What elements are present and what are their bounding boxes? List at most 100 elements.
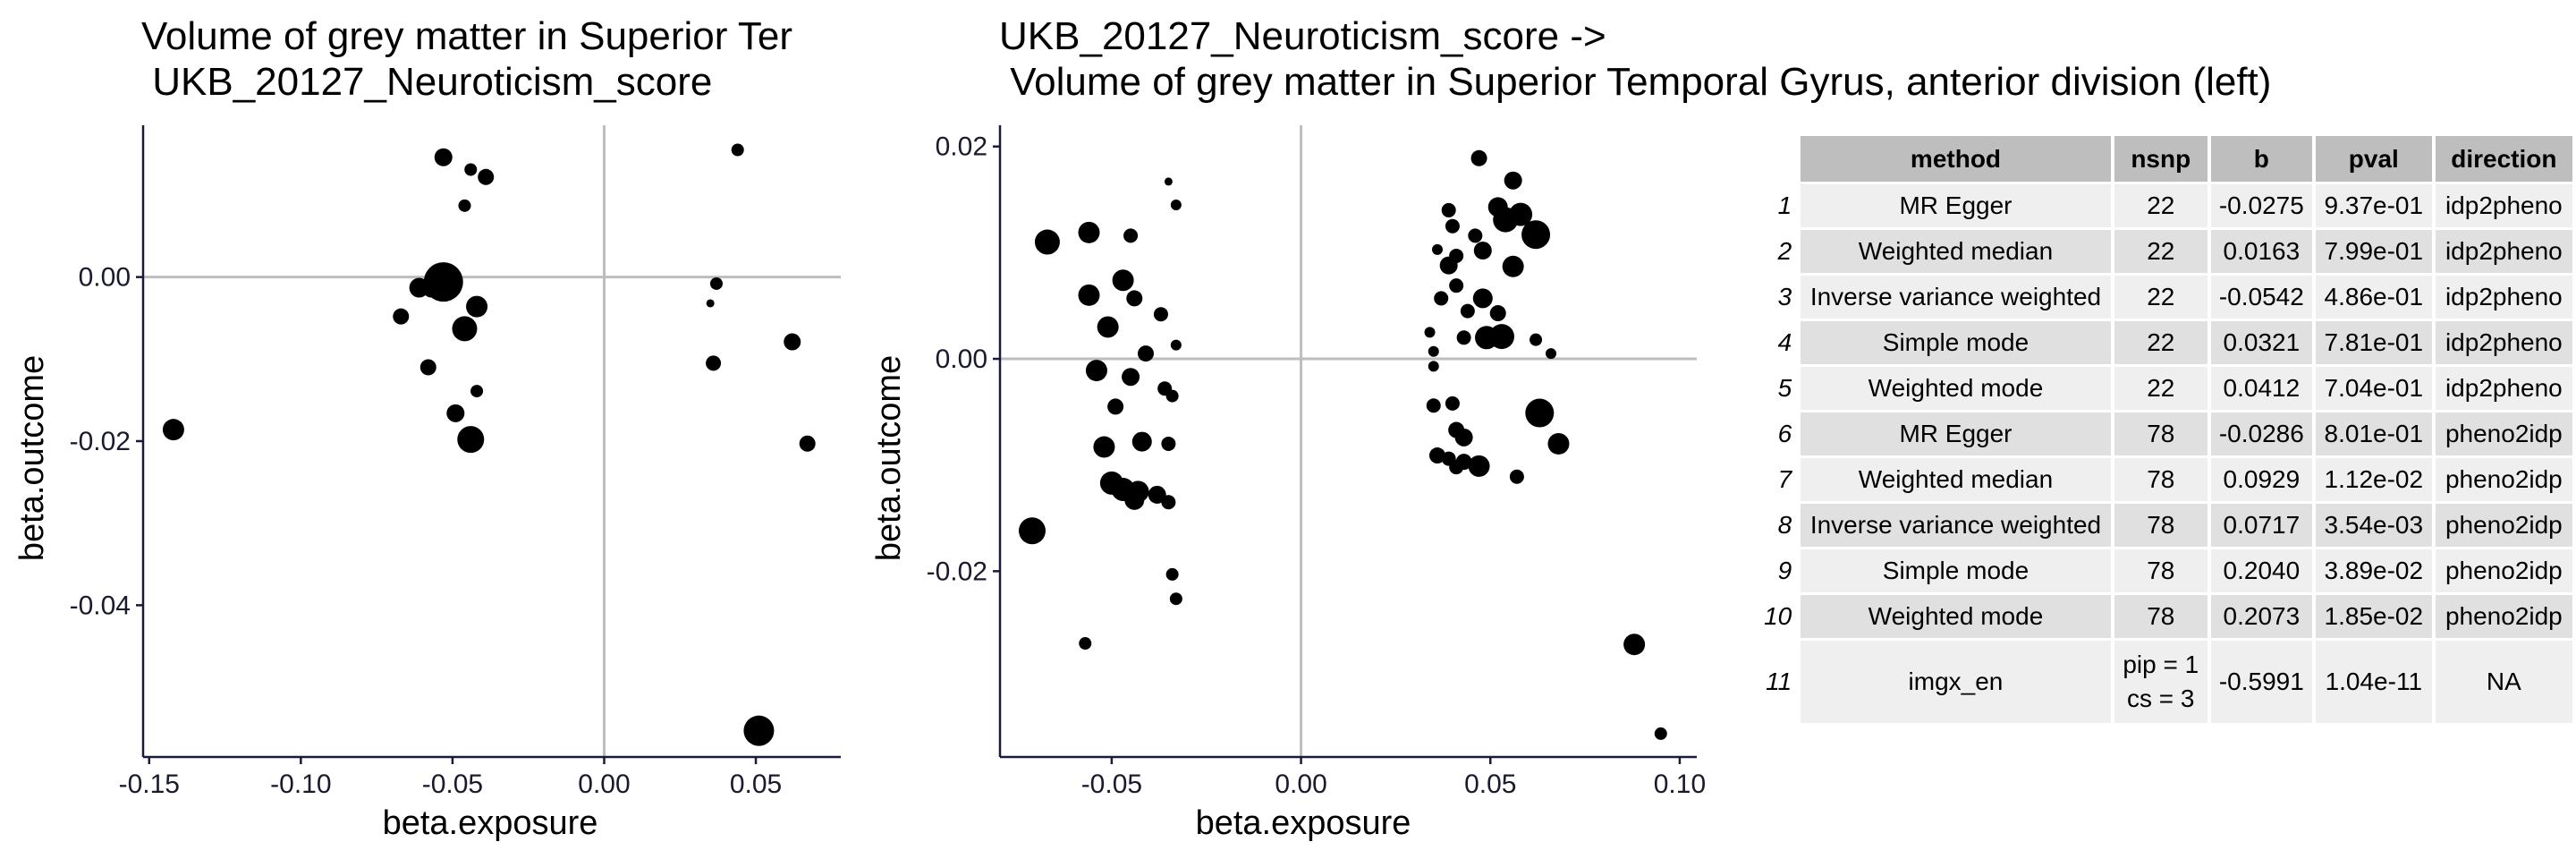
mr-results-table: method nsnp b pval direction 1 MR Egger 22…	[1758, 136, 2576, 726]
cell-pval: 8.01e-01	[2313, 411, 2436, 458]
plot-2-point	[1473, 242, 1492, 260]
plot-2-y-tick-label: 0.02	[936, 132, 987, 162]
plot-2-point	[1161, 495, 1176, 510]
plot-2-point	[1153, 307, 1168, 322]
cell-b: -0.5991	[2208, 639, 2316, 726]
plot-2-point	[1165, 567, 1179, 581]
plot-1-point	[470, 385, 484, 398]
plot-2-point	[1137, 345, 1154, 362]
row-number: 6	[1758, 411, 1801, 458]
table-row: 10 Weighted mode 78 0.2073 1.85e-02 pheno2idp	[1758, 593, 2576, 641]
cell-pval: 1.04e-11	[2313, 639, 2436, 726]
plot-2-point	[1441, 202, 1456, 217]
plot-1-x-tick-label: 0.00	[578, 770, 630, 799]
plot-1-point	[458, 199, 471, 212]
plot-2-point	[1509, 469, 1524, 484]
cell-pval: 3.89e-02	[2313, 548, 2436, 595]
cell-pval: 9.37e-01	[2313, 183, 2436, 230]
cell-method: imgx_en	[1799, 639, 2114, 726]
cell-pval: 7.81e-01	[2313, 319, 2436, 367]
plot-1-y-tick-label: -0.02	[70, 427, 131, 456]
plot-2-point	[1455, 454, 1472, 471]
plot-2-point	[1123, 228, 1139, 243]
cell-method: Weighted mode	[1799, 593, 2114, 641]
table-corner	[1758, 136, 1801, 184]
plot-2-point	[1509, 202, 1533, 226]
cell-method: Inverse variance weighted	[1799, 274, 2114, 321]
table-row: 2 Weighted median 22 0.0163 7.99e-01 idp2phen…	[1758, 228, 2576, 276]
plot-1-point	[434, 148, 453, 166]
table-row: 7 Weighted median 78 0.0929 1.12e-02 pheno2id…	[1758, 456, 2576, 504]
plot-1-x-tick-label: -0.15	[119, 770, 180, 799]
plot-2-title-line-2: Volume of grey matter in Superior Tempor…	[999, 60, 2271, 104]
nsnp-line: 78	[2147, 557, 2175, 584]
row-number: 3	[1758, 274, 1801, 321]
plot-1-point	[393, 308, 410, 325]
cell-method: Simple mode	[1799, 319, 2114, 367]
cell-method: Simple mode	[1799, 548, 2114, 595]
plot-2-point	[1470, 149, 1487, 166]
plot-2-point	[1097, 316, 1119, 338]
cell-direction: idp2pheno	[2433, 228, 2576, 276]
plot-1-point	[452, 316, 478, 342]
plot-1-point	[464, 163, 478, 176]
plot-2-point	[1079, 637, 1092, 651]
cell-direction: pheno2idp	[2433, 411, 2576, 458]
nsnp-line: cs = 3	[2127, 685, 2195, 712]
nsnp-line: 22	[2147, 237, 2175, 265]
cell-nsnp: 22	[2112, 228, 2211, 276]
cell-pval: 3.54e-03	[2313, 502, 2436, 549]
cell-b: -0.0286	[2208, 411, 2316, 458]
cell-pval: 4.86e-01	[2313, 274, 2436, 321]
plot-1-y-axis-label: beta.outcome	[13, 355, 51, 561]
column-header-direction: direction	[2433, 136, 2576, 184]
cell-nsnp: 22	[2112, 365, 2211, 412]
cell-pval: 7.04e-01	[2313, 365, 2436, 412]
plot-1-point	[709, 276, 723, 290]
cell-method: Inverse variance weighted	[1799, 502, 2114, 549]
cell-b: 0.0412	[2208, 365, 2316, 412]
cell-pval: 1.85e-02	[2313, 593, 2436, 641]
table-header-row: method nsnp b pval direction	[1758, 136, 2576, 184]
table-row: 9 Simple mode 78 0.2040 3.89e-02 pheno2idp	[1758, 548, 2576, 595]
plot-1-point	[457, 426, 485, 454]
plot-2-point	[1502, 255, 1524, 277]
plot-2-point	[1530, 333, 1543, 346]
table-row: 4 Simple mode 22 0.0321 7.81e-01 idp2pheno	[1758, 319, 2576, 367]
plot-2-point	[1445, 218, 1460, 234]
plot-1-point	[706, 299, 715, 308]
plot-1-x-tick-label: 0.05	[730, 770, 782, 799]
plot-2-point	[1521, 220, 1551, 250]
nsnp-line: 78	[2147, 420, 2175, 447]
plot-2-point	[1623, 634, 1646, 656]
plot-2-point	[1169, 592, 1182, 606]
cell-method: MR Egger	[1799, 411, 2114, 458]
plot-2-point	[1468, 228, 1483, 243]
plot-2-x-tick-label: 0.05	[1464, 770, 1516, 799]
plot-2-point	[1085, 360, 1107, 382]
cell-direction: pheno2idp	[2433, 456, 2576, 504]
plot-2-point	[1034, 229, 1060, 255]
cell-nsnp: 78	[2112, 411, 2211, 458]
cell-direction: NA	[2433, 639, 2576, 726]
plot-2-point	[1424, 327, 1436, 338]
plot-1-y-tick-label: 0.00	[79, 263, 131, 293]
plot-2-point	[1460, 303, 1475, 319]
nsnp-line: 22	[2147, 191, 2175, 219]
plot-2-point	[1428, 447, 1445, 464]
results-table: method nsnp b pval direction 1 MR Egger 22…	[1758, 136, 2576, 726]
row-number: 11	[1758, 639, 1801, 726]
cell-method: Weighted mode	[1799, 365, 2114, 412]
cell-method: MR Egger	[1799, 183, 2114, 230]
plot-2-y-tick-label: 0.00	[936, 344, 987, 374]
column-header-method: method	[1799, 136, 2114, 184]
nsnp-line: 22	[2147, 328, 2175, 356]
plot-2-point	[1170, 199, 1182, 210]
scatter-panel-2: UKB_20127_Neuroticism_score -> Volume of…	[870, 14, 2271, 842]
plot-2-point	[1164, 177, 1173, 186]
plot-1-point	[799, 435, 816, 452]
plot-1-y-tick-label: -0.04	[70, 591, 131, 620]
plot-2-point	[1124, 489, 1145, 510]
plot-1-point	[784, 333, 801, 351]
